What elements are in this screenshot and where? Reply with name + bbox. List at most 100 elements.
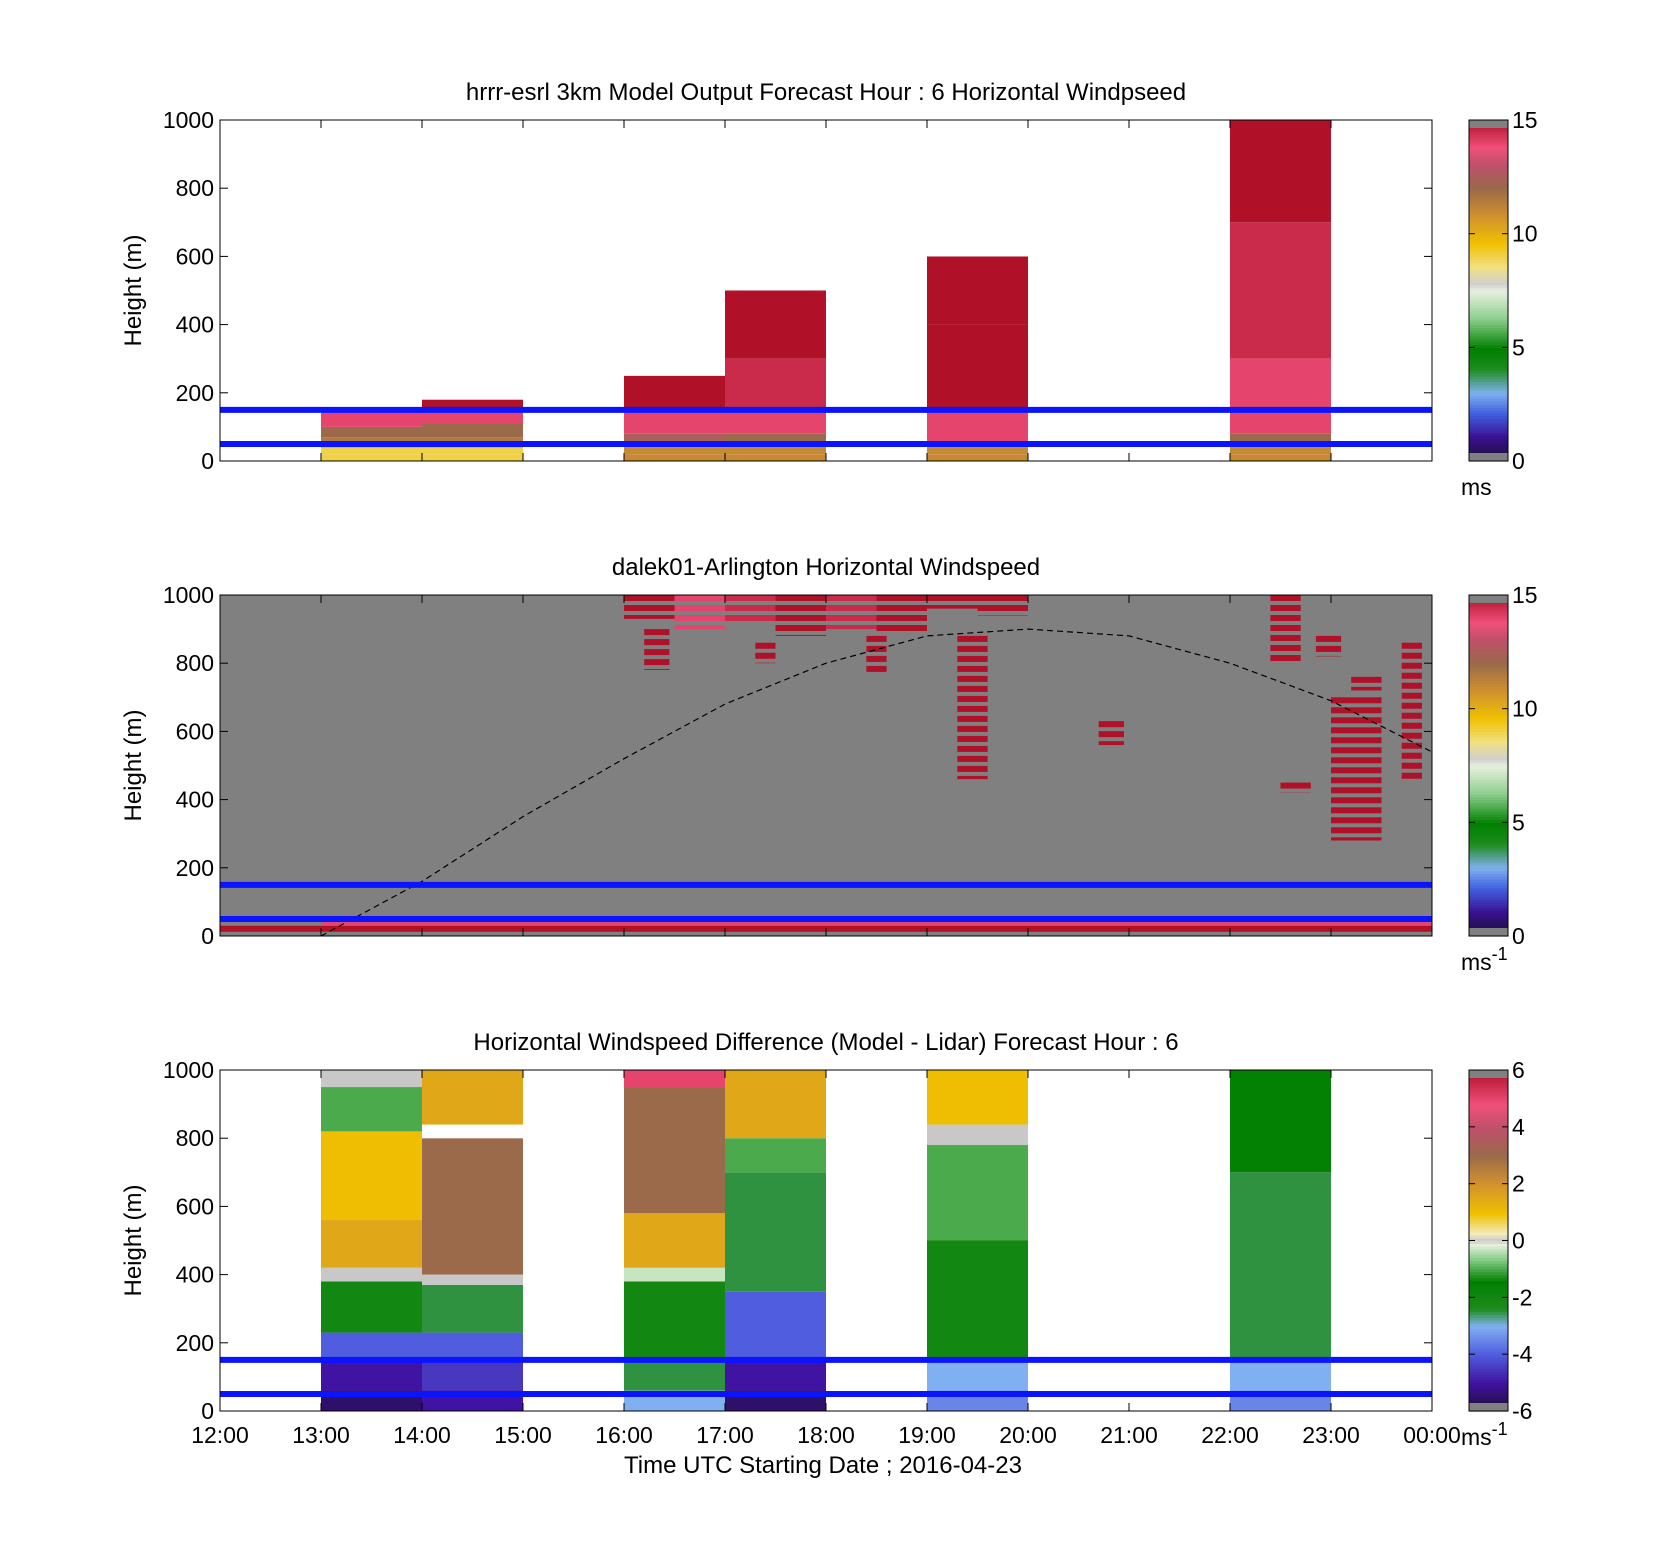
heatmap-cell (927, 1359, 1028, 1391)
colorbar-swatch (1469, 887, 1508, 892)
colorbar-swatch (1469, 1274, 1508, 1279)
colorbar-swatch (1469, 1251, 1508, 1256)
colorbar-swatch (1469, 279, 1508, 283)
colorbar-swatch (1469, 805, 1508, 809)
colorbar-swatch (1469, 358, 1508, 363)
colorbar-swatch (1469, 711, 1508, 715)
colorbar-swatch (1469, 1206, 1508, 1210)
colorbar-swatch (1469, 1087, 1508, 1091)
heatmap-cell (1432, 675, 1462, 681)
colorbar-tick-label: 4 (1512, 1114, 1525, 1140)
heatmap-cell (876, 625, 927, 631)
colorbar-swatch (1469, 370, 1508, 374)
x-tick-label: 15:00 (494, 1422, 552, 1448)
heatmap-cell (725, 1291, 826, 1360)
colorbar-swatch (1469, 1334, 1508, 1338)
colorbar-swatch (1469, 256, 1508, 260)
colorbar-swatch (1469, 688, 1508, 693)
heatmap-cell (1351, 676, 1382, 683)
heatmap-cell (1432, 645, 1462, 651)
colorbar-swatch (1469, 210, 1508, 215)
colorbar-swatch (1469, 1368, 1508, 1372)
colorbar-swatch (1469, 623, 1508, 627)
heatmap-cell (624, 1070, 725, 1088)
colorbar-swatch (1469, 367, 1508, 371)
plot-area (220, 595, 1462, 936)
colorbar-swatch (1469, 1342, 1508, 1347)
heatmap-cell (1401, 672, 1422, 679)
colorbar-swatch (1469, 432, 1508, 437)
colorbar-swatch (1469, 1385, 1508, 1389)
heatmap-cell (1432, 605, 1462, 611)
heatmap-cell (1432, 655, 1462, 661)
colorbar-swatch (1469, 1314, 1508, 1318)
heatmap-cell (422, 1284, 523, 1333)
heatmap-cell (321, 1070, 422, 1088)
colorbar-swatch (1469, 893, 1508, 897)
colorbar-swatch (1469, 449, 1508, 454)
heatmap-cell (674, 605, 725, 611)
heatmap-cell (624, 1213, 725, 1268)
colorbar-swatch (1469, 1362, 1508, 1367)
heatmap-cell (1230, 454, 1331, 461)
colorbar-swatch (1469, 341, 1508, 346)
heatmap-cell (422, 454, 523, 461)
colorbar-swatch (1469, 191, 1508, 195)
colorbar-swatch (1469, 398, 1508, 402)
heatmap-cell (957, 705, 988, 712)
heatmap-cell (1432, 835, 1462, 841)
colorbar-tick-label: -6 (1512, 1398, 1532, 1424)
heatmap-cell (1230, 1070, 1331, 1173)
colorbar-swatch (1469, 842, 1508, 846)
colorbar-swatch (1469, 612, 1508, 616)
heatmap-cell (1432, 635, 1462, 641)
y-tick-label: 0 (201, 1398, 214, 1424)
heatmap-cell (1230, 1172, 1331, 1360)
colorbar-swatch (1469, 168, 1508, 172)
colorbar-swatch (1469, 847, 1508, 852)
colorbar-swatch (1469, 1382, 1508, 1387)
heatmap-cell (321, 447, 422, 455)
colorbar-swatch (1469, 384, 1508, 388)
colorbar-swatch (1469, 1115, 1508, 1119)
colorbar-swatch (1469, 1260, 1508, 1264)
colorbar-swatch (1469, 301, 1508, 306)
colorbar-swatch (1469, 429, 1508, 434)
heatmap-cell (1331, 697, 1382, 704)
colorbar-swatch (1469, 290, 1508, 294)
heatmap-cell (1331, 807, 1382, 814)
heatmap-cell (725, 290, 826, 359)
x-axis-label: Time UTC Starting Date ; 2016-04-23 (624, 1452, 1022, 1479)
colorbar-swatch (1469, 836, 1508, 840)
colorbar-swatch (1469, 1379, 1508, 1384)
colorbar-swatch (1469, 910, 1508, 914)
heatmap-cell (624, 605, 675, 611)
heatmap-cell (1432, 745, 1462, 751)
colorbar-swatch (1469, 1277, 1508, 1281)
colorbar-swatch (1469, 173, 1508, 178)
colorbar-swatch (1469, 162, 1508, 167)
colorbar-swatch (1469, 606, 1508, 610)
colorbar-swatch (1469, 637, 1508, 642)
colorbar-swatch (1469, 702, 1508, 707)
heatmap-cell (624, 409, 725, 434)
colorbar-tick-label: 0 (1512, 923, 1525, 949)
colorbar-tick-label: 15 (1512, 107, 1538, 133)
heatmap-cell (927, 1145, 1028, 1241)
heatmap-cell (1401, 682, 1422, 689)
colorbar-swatch (1469, 287, 1508, 292)
colorbar-swatch (1469, 788, 1508, 792)
colorbar-swatch (1469, 1240, 1508, 1244)
colorbar-swatch (1469, 131, 1508, 135)
colorbar-swatch (1469, 1186, 1508, 1190)
colorbar-swatch (1469, 631, 1508, 636)
heatmap-cell (1432, 705, 1462, 711)
colorbar-swatch (1469, 344, 1508, 348)
colorbar-swatch (1469, 281, 1508, 286)
heatmap-cell (1432, 715, 1462, 721)
y-axis-label: Height (m) (120, 709, 147, 821)
colorbar-swatch (1469, 1291, 1508, 1296)
colorbar-tick-label: -2 (1512, 1284, 1532, 1310)
colorbar-swatch (1469, 677, 1508, 681)
heatmap-cell (1432, 795, 1462, 801)
